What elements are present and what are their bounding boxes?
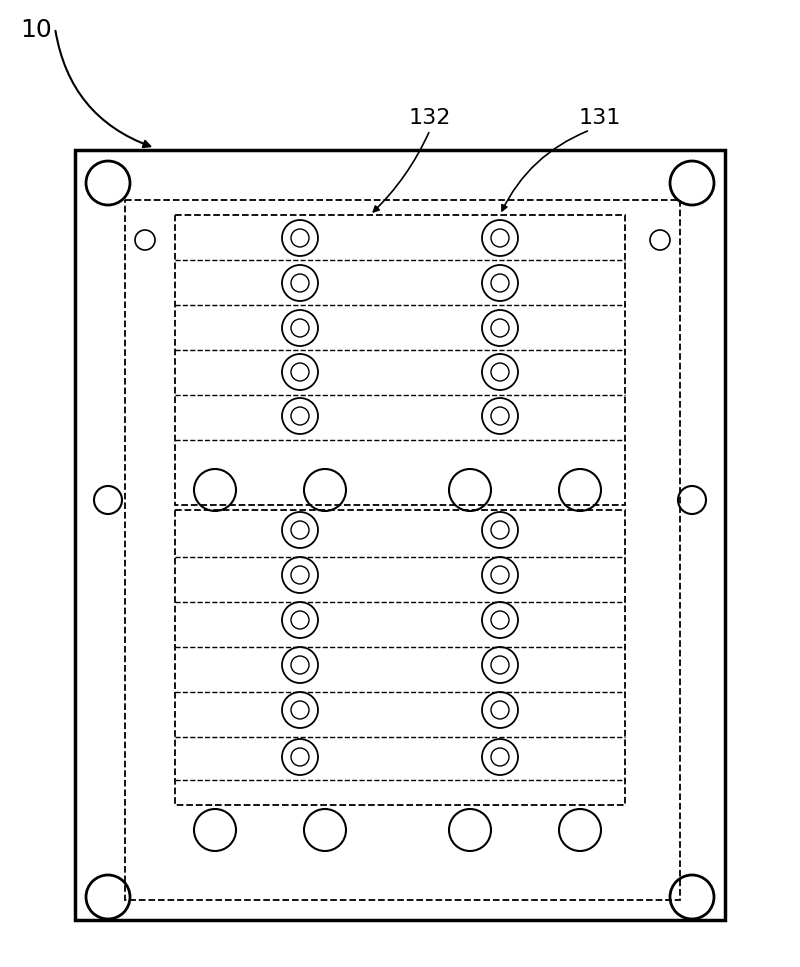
- Bar: [175, 215, 625, 505]
- Text: 132: 132: [409, 108, 451, 128]
- Text: 131: 131: [579, 108, 621, 128]
- Bar: [175, 510, 625, 805]
- Bar: [125, 200, 680, 900]
- Text: 10: 10: [20, 18, 52, 42]
- Bar: [75, 150, 725, 920]
